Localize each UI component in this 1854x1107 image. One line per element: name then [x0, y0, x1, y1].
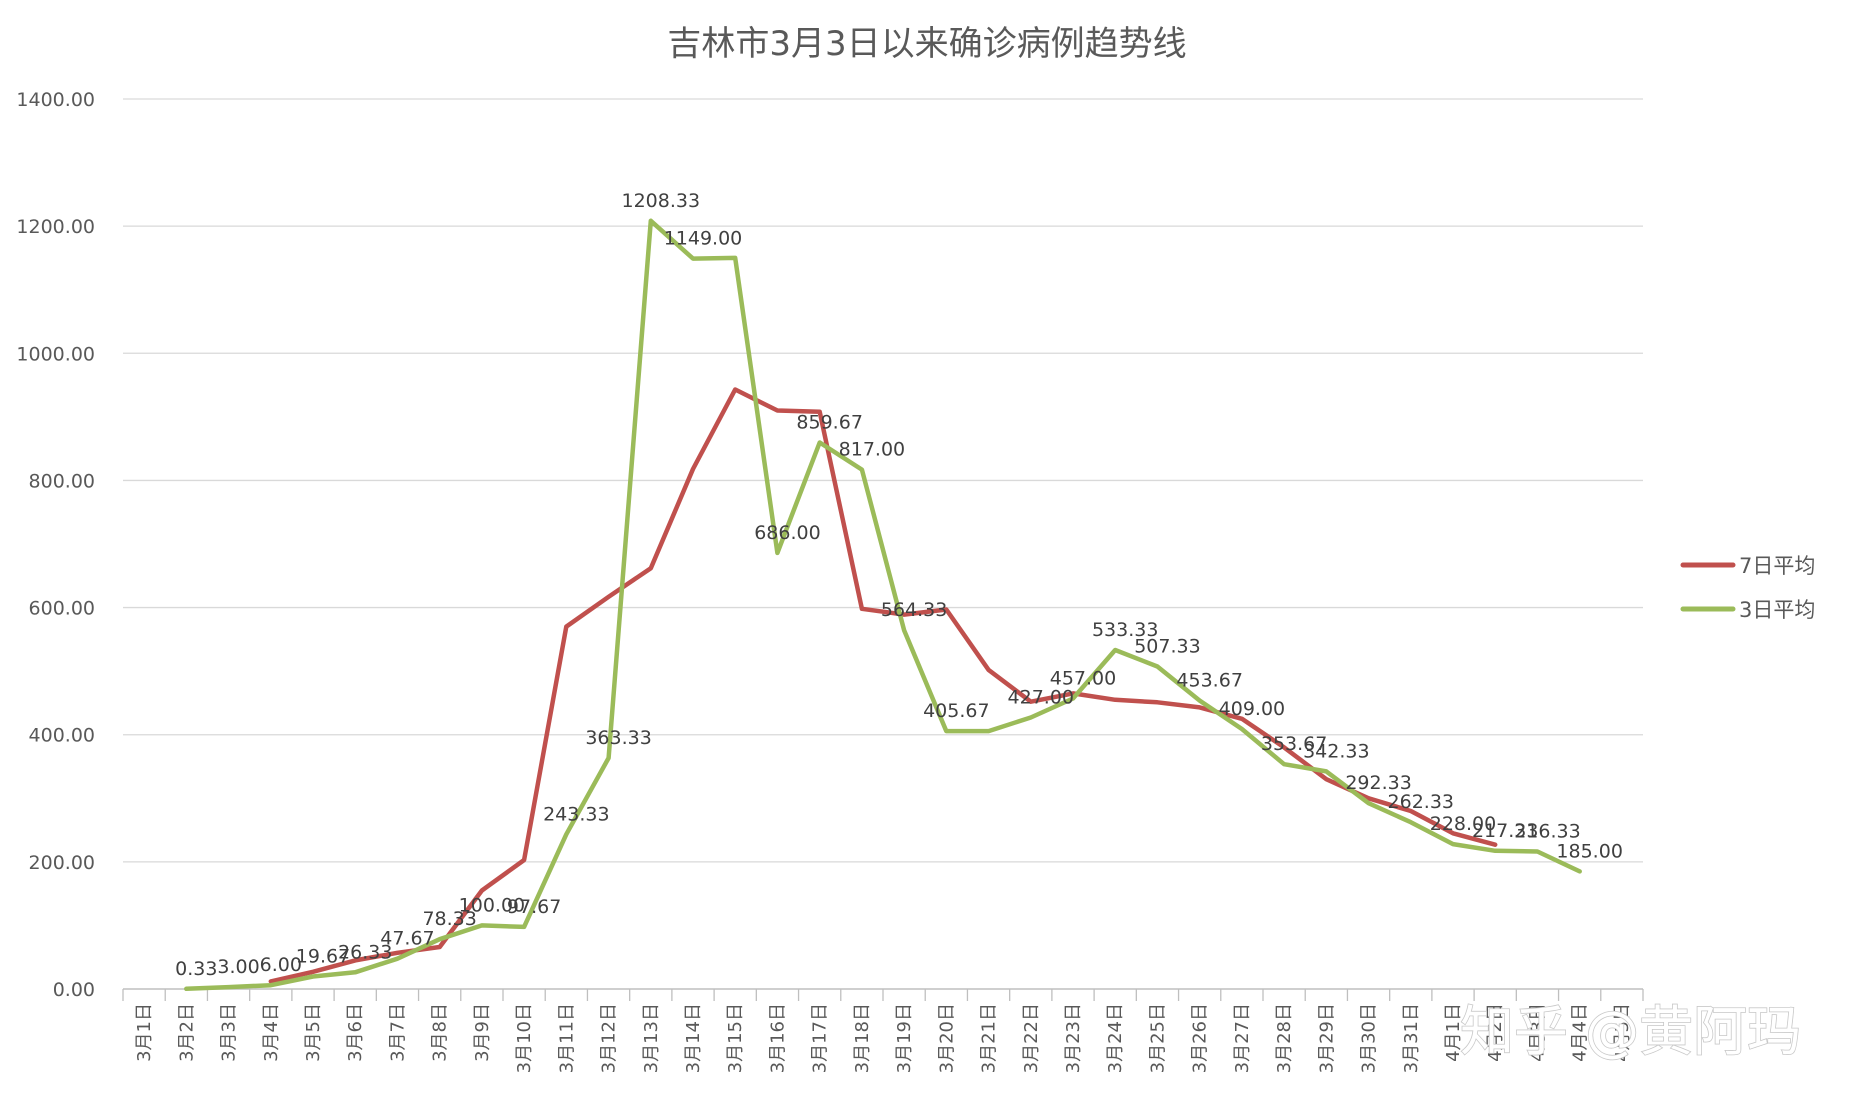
- x-tick-label: 3月25日: [1147, 1003, 1168, 1073]
- x-tick-label: 3月2日: [176, 1003, 197, 1062]
- x-tick-label: 4月4日: [1570, 1003, 1591, 1062]
- x-tick-label: 4月2日: [1485, 1003, 1506, 1062]
- gridlines: [123, 98, 1643, 863]
- series-line-7day: [268, 387, 1498, 984]
- data-label: 292.33: [1345, 772, 1411, 794]
- y-tick-label: 1200.00: [16, 216, 95, 238]
- y-tick-label: 400.00: [29, 725, 95, 747]
- data-labels: 0.33 3.00 6.0019.6726.3347.6778.33100.0097…: [175, 190, 1623, 980]
- data-label: 6.00: [260, 954, 302, 976]
- data-label: 409.00: [1219, 698, 1285, 720]
- x-tick-label: 3月3日: [219, 1003, 240, 1062]
- x-tick-label: 3月22日: [1021, 1003, 1042, 1073]
- y-tick-label: 0.00: [53, 979, 95, 1001]
- data-label: 817.00: [839, 439, 905, 461]
- data-label: 353.67: [1261, 733, 1327, 755]
- data-label: 342.33: [1303, 740, 1369, 762]
- data-label: 533.33: [1092, 619, 1158, 641]
- y-axis-tick-labels: 0.00 200.00 400.00 600.00 800.00 1000.00 1200.…: [16, 89, 95, 1001]
- x-tick-label: 3月13日: [641, 1003, 662, 1073]
- x-tick-label: 3月20日: [936, 1003, 957, 1073]
- x-tick-label: 4月5日: [1612, 1003, 1633, 1062]
- y-tick-label: 1000.00: [16, 343, 95, 365]
- x-tick-label: 3月26日: [1190, 1003, 1211, 1073]
- x-tick-label: 3月15日: [725, 1003, 746, 1073]
- x-tick-label: 3月17日: [810, 1003, 831, 1073]
- x-tick-label: 3月23日: [1063, 1003, 1084, 1073]
- x-tick-label: 3月27日: [1232, 1003, 1253, 1073]
- series-lines: [184, 218, 1582, 992]
- data-label: 457.00: [1050, 667, 1116, 689]
- data-label: 363.33: [585, 727, 651, 749]
- x-tick-label: 3月28日: [1274, 1003, 1295, 1073]
- x-tick-label: 3月14日: [683, 1003, 704, 1073]
- data-label: 78.33: [422, 908, 476, 930]
- data-label: 243.33: [543, 803, 609, 825]
- chart-title: 吉林市3月3日以来确诊病例趋势线: [667, 24, 1186, 64]
- x-tick-label: 3月5日: [303, 1003, 324, 1062]
- x-tick-label: 3月19日: [894, 1003, 915, 1073]
- x-tick-label: 3月11日: [556, 1003, 577, 1073]
- y-tick-label: 1400.00: [16, 89, 95, 111]
- data-label: 1149.00: [664, 228, 743, 250]
- x-tick-label: 3月7日: [387, 1003, 408, 1062]
- x-tick-label: 4月3日: [1527, 1003, 1548, 1062]
- data-label: 1208.33: [621, 190, 700, 212]
- x-tick-label: 3月24日: [1105, 1003, 1126, 1073]
- legend-label-7day: 7日平均: [1739, 554, 1815, 578]
- legend: 7日平均 3日平均: [1680, 554, 1815, 622]
- y-tick-label: 600.00: [29, 598, 95, 620]
- data-label: 217.33: [1472, 820, 1538, 842]
- data-label: 507.33: [1134, 635, 1200, 657]
- x-tick-label: 4月1日: [1443, 1003, 1464, 1062]
- x-tick-label: 3月29日: [1316, 1003, 1337, 1073]
- data-label: 19.67: [296, 945, 350, 967]
- x-tick-label: 3月16日: [767, 1003, 788, 1073]
- data-label: 405.67: [923, 700, 989, 722]
- data-label: 26.33: [338, 941, 392, 963]
- data-label: 228.00: [1430, 813, 1496, 835]
- x-tick-label: 3月21日: [979, 1003, 1000, 1073]
- y-tick-label: 200.00: [29, 852, 95, 874]
- x-tick-label: 3月9日: [472, 1003, 493, 1062]
- data-label: 686.00: [754, 522, 820, 544]
- data-label: 3.00: [217, 956, 259, 978]
- x-tick-label: 3月6日: [345, 1003, 366, 1062]
- x-tick-label: 3月1日: [134, 1003, 155, 1062]
- data-label: 859.67: [796, 411, 862, 433]
- x-tick-label: 3月10日: [514, 1003, 535, 1073]
- watermark-text: 知乎 @黄阿玛: [1460, 1000, 1801, 1063]
- data-label: 97.67: [507, 896, 561, 918]
- data-label: 185.00: [1556, 840, 1622, 862]
- x-tick-label: 3月8日: [430, 1003, 451, 1062]
- x-tick-label: 3月4日: [261, 1003, 282, 1062]
- legend-label-3day: 3日平均: [1739, 598, 1815, 622]
- series-line-3day: [184, 218, 1582, 992]
- data-label: 216.33: [1514, 820, 1580, 842]
- data-label: 0.33: [175, 958, 217, 980]
- data-label: 262.33: [1388, 791, 1454, 813]
- data-label: 453.67: [1176, 670, 1242, 692]
- x-tick-label: 3月18日: [852, 1003, 873, 1073]
- x-tick-label: 3月30日: [1359, 1003, 1380, 1073]
- data-label: 47.67: [380, 928, 434, 950]
- axes: [122, 988, 1644, 1001]
- x-axis-tick-labels: 3月1日 3月2日 3月3日 3月4日 3月5日 3月6日 3月7日 3月8日 3月9日 3月10…: [134, 1003, 1633, 1073]
- data-label: 564.33: [881, 599, 947, 621]
- y-tick-label: 800.00: [29, 470, 95, 492]
- data-label: 100.00: [459, 894, 525, 916]
- x-tick-label: 3月12日: [599, 1003, 620, 1073]
- data-label: 427.00: [1008, 687, 1074, 709]
- x-tick-label: 3月31日: [1401, 1003, 1422, 1073]
